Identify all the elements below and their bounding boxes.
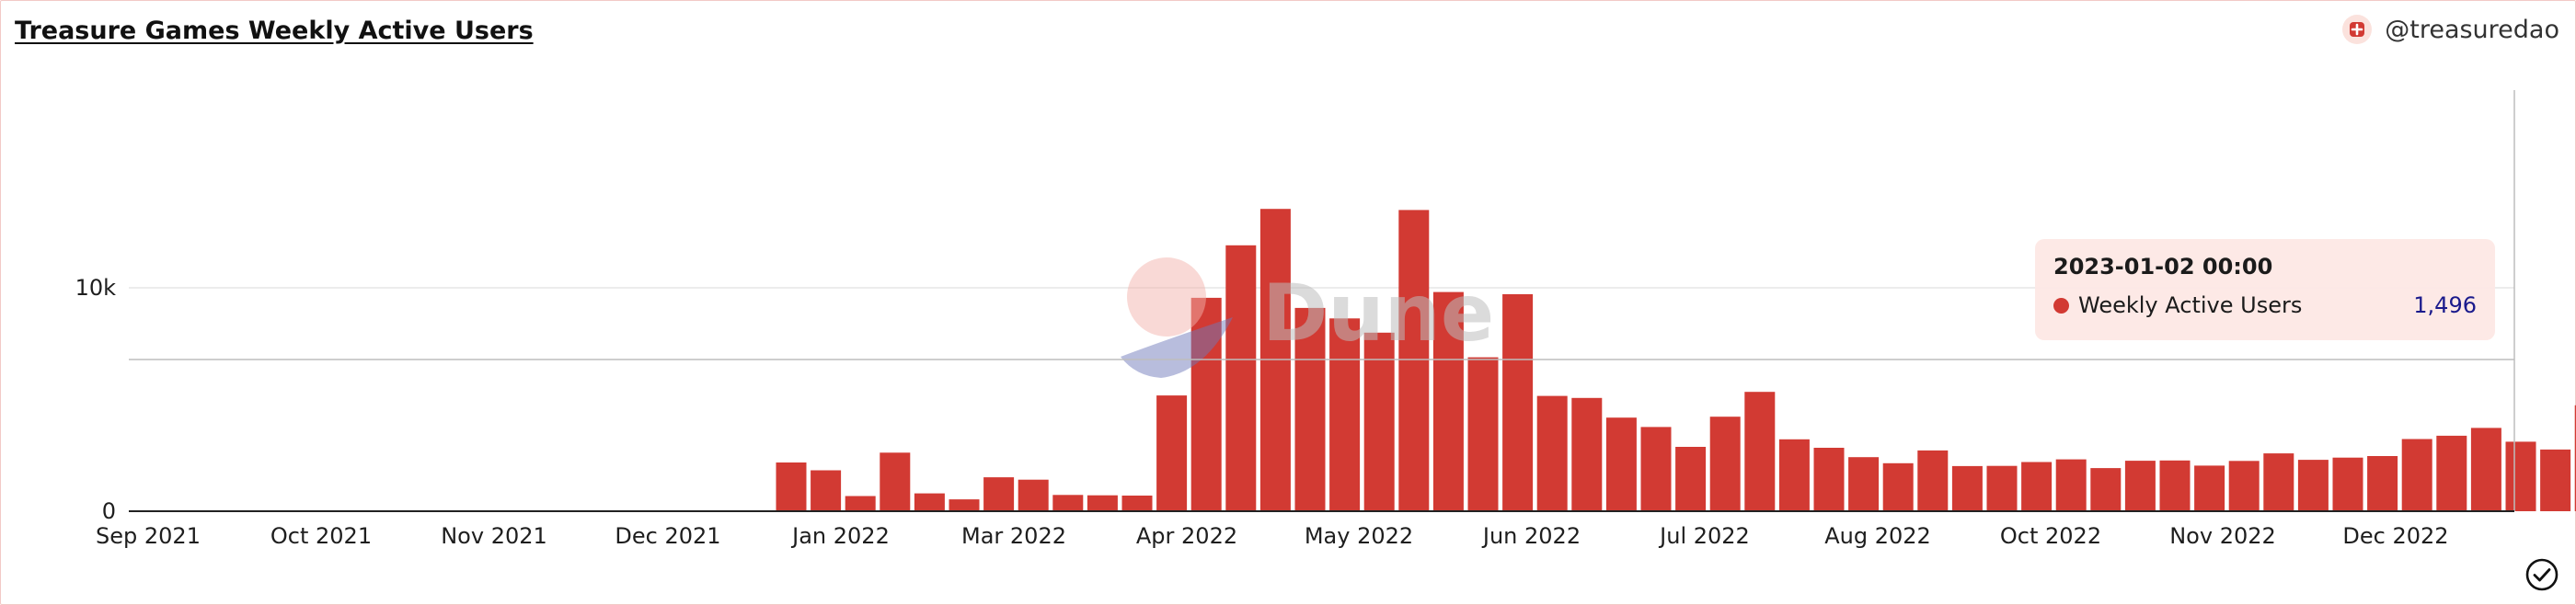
bar[interactable] xyxy=(2021,462,2053,512)
tooltip-value: 1,496 xyxy=(2413,292,2477,318)
bar[interactable] xyxy=(2297,460,2329,511)
bar[interactable] xyxy=(1917,450,1949,511)
x-tick-label: Jul 2022 xyxy=(1658,523,1750,549)
tooltip-series-name: Weekly Active Users xyxy=(2078,292,2303,318)
bar[interactable] xyxy=(2263,453,2294,511)
attribution[interactable]: @treasuredao xyxy=(2342,15,2559,44)
bar[interactable] xyxy=(1709,417,1741,511)
bar[interactable] xyxy=(1156,395,1188,511)
bar[interactable] xyxy=(1640,427,1672,511)
bar[interactable] xyxy=(1398,210,1430,511)
bar[interactable] xyxy=(1432,291,1464,511)
bar[interactable] xyxy=(845,496,876,512)
attribution-handle: @treasuredao xyxy=(2385,15,2559,44)
bar[interactable] xyxy=(2228,461,2260,511)
bar[interactable] xyxy=(2540,449,2571,511)
x-tick-label: Nov 2022 xyxy=(2169,523,2276,549)
bar[interactable] xyxy=(2436,435,2467,511)
bar[interactable] xyxy=(2367,456,2398,511)
tooltip: 2023-01-02 00:00 Weekly Active Users 1,4… xyxy=(2035,239,2495,340)
x-tick-label: Mar 2022 xyxy=(961,523,1066,549)
x-tick-label: Sep 2021 xyxy=(96,523,201,549)
bar[interactable] xyxy=(1225,245,1257,511)
dune-logo-swoosh xyxy=(1121,317,1233,378)
x-tick-label: Jun 2022 xyxy=(1481,523,1581,549)
x-tick-label: Aug 2022 xyxy=(1824,523,1931,549)
y-tick-label: 10k xyxy=(75,275,117,301)
x-tick-label: Oct 2021 xyxy=(270,523,372,549)
bar[interactable] xyxy=(1605,417,1637,511)
bar[interactable] xyxy=(1052,495,1084,511)
x-tick-label: Apr 2022 xyxy=(1136,523,1237,549)
watermark-text: Dune xyxy=(1262,268,1494,360)
bar[interactable] xyxy=(880,452,911,511)
bar[interactable] xyxy=(949,499,980,511)
bar[interactable] xyxy=(776,462,807,511)
y-axis-labels: 0 10k xyxy=(75,275,117,524)
x-tick-label: Dec 2021 xyxy=(615,523,720,549)
tooltip-date: 2023-01-02 00:00 xyxy=(2053,254,2273,280)
chart-title[interactable]: Treasure Games Weekly Active Users xyxy=(15,17,534,45)
bar[interactable] xyxy=(1778,439,1810,511)
x-tick-label: Jan 2022 xyxy=(790,523,890,549)
bar[interactable] xyxy=(1363,332,1395,511)
bar[interactable] xyxy=(914,493,945,511)
tooltip-row: Weekly Active Users 1,496 xyxy=(2053,292,2477,318)
bar[interactable] xyxy=(1018,479,1049,511)
bar[interactable] xyxy=(2574,405,2576,511)
series-marker-icon xyxy=(2053,297,2069,314)
bar[interactable] xyxy=(1675,447,1707,511)
x-tick-label: Oct 2022 xyxy=(2000,523,2101,549)
bar[interactable] xyxy=(983,477,1015,511)
bar[interactable] xyxy=(1571,397,1603,511)
y-tick-label: 0 xyxy=(102,498,116,524)
bar[interactable] xyxy=(811,470,842,512)
bar[interactable] xyxy=(1502,294,1534,511)
check-circle-icon[interactable] xyxy=(2524,557,2559,592)
bar[interactable] xyxy=(1986,465,2018,511)
bar[interactable] xyxy=(1882,462,1914,511)
bar[interactable] xyxy=(2159,460,2191,511)
bar[interactable] xyxy=(1813,448,1845,511)
bar[interactable] xyxy=(2124,461,2156,511)
bar[interactable] xyxy=(1467,357,1499,511)
bar[interactable] xyxy=(1294,307,1326,511)
bar[interactable] xyxy=(2090,468,2122,511)
bar[interactable] xyxy=(1951,465,1983,511)
bars xyxy=(776,209,2576,512)
bar[interactable] xyxy=(1190,297,1222,511)
bar[interactable] xyxy=(2470,428,2501,511)
bar[interactable] xyxy=(1121,496,1153,511)
x-tick-label: May 2022 xyxy=(1305,523,1413,549)
bar[interactable] xyxy=(2194,465,2225,511)
bar[interactable] xyxy=(1329,318,1361,511)
bar[interactable] xyxy=(1744,392,1776,511)
bar[interactable] xyxy=(2505,441,2536,511)
x-tick-label: Dec 2022 xyxy=(2342,523,2448,549)
bar[interactable] xyxy=(1536,395,1568,511)
bar[interactable] xyxy=(2055,459,2087,511)
bar[interactable] xyxy=(1848,457,1880,511)
treasure-logo-icon xyxy=(2342,15,2373,44)
watermark: Dune xyxy=(1121,257,1494,378)
x-tick-label: Nov 2021 xyxy=(441,523,547,549)
x-axis-labels: Sep 2021 Oct 2021 Nov 2021 Dec 2021 Jan 2022… xyxy=(96,523,2449,549)
bar[interactable] xyxy=(1087,495,1118,511)
dune-logo-icon xyxy=(1127,257,1206,337)
bar[interactable] xyxy=(2401,439,2432,512)
bar[interactable] xyxy=(2332,457,2363,511)
